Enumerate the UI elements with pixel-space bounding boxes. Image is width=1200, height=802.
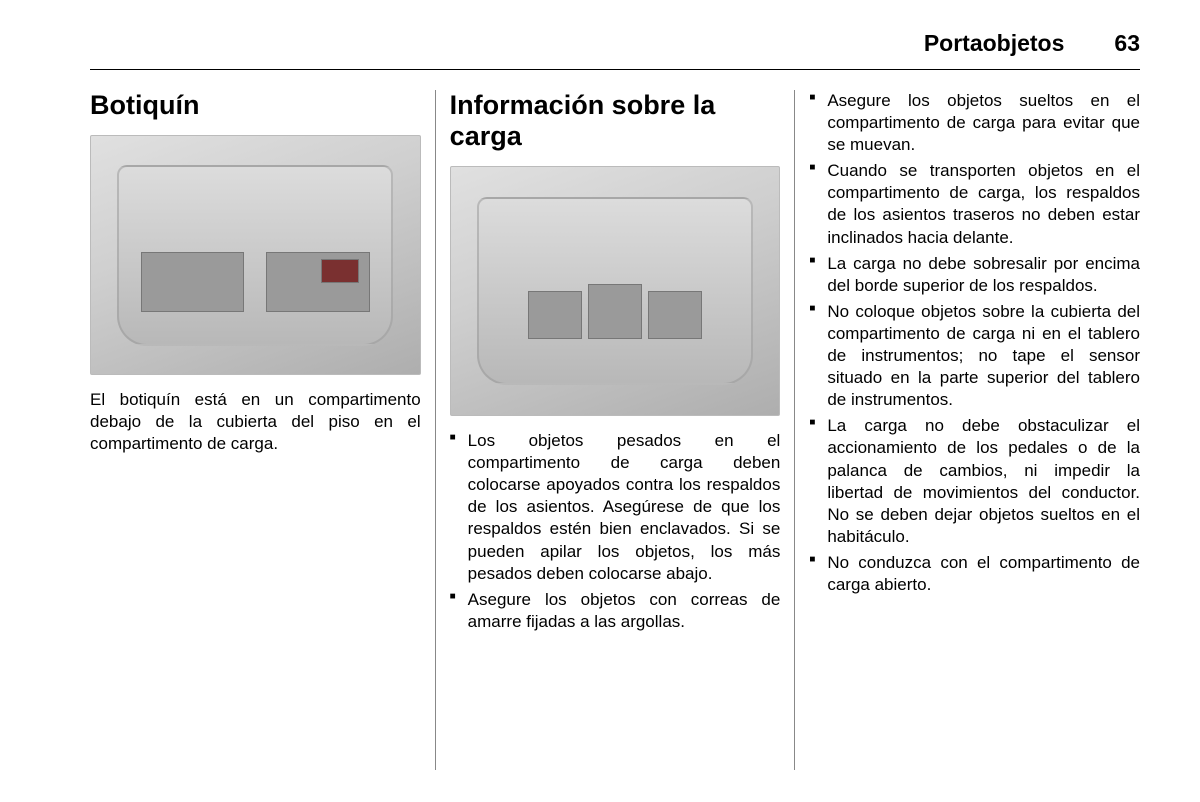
list-item: Cuando se transporten objetos en el comp… (809, 160, 1140, 248)
section-title-botiquin: Botiquín (90, 90, 421, 121)
content-columns: Botiquín El botiquín está en un comparti… (90, 90, 1140, 770)
page-header: Portaobjetos 63 (90, 30, 1140, 70)
header-page-number: 63 (1114, 30, 1140, 57)
image-placeholder-inner (117, 165, 393, 346)
image-placeholder-inner (477, 197, 753, 386)
image-trunk-cargo (450, 166, 781, 416)
column-3: Asegure los objetos sueltos en el compar… (794, 90, 1140, 770)
list-item: No conduzca con el compartimento de carg… (809, 552, 1140, 596)
list-item: Asegure los objetos sueltos en el compar… (809, 90, 1140, 156)
image-shape (648, 291, 702, 339)
bullet-list-col3: Asegure los objetos sueltos en el compar… (809, 90, 1140, 596)
column-1: Botiquín El botiquín está en un comparti… (90, 90, 435, 770)
header-section-title: Portaobjetos (924, 30, 1065, 57)
image-shape (528, 291, 582, 339)
image-shape (141, 252, 244, 312)
image-shape (588, 284, 642, 339)
section-title-carga: Información sobre la carga (450, 90, 781, 152)
firstaid-icon (321, 259, 359, 284)
caption-botiquin: El botiquín está en un compartimento deb… (90, 389, 421, 455)
column-2: Información sobre la carga Los objetos p… (435, 90, 795, 770)
list-item: Asegure los objetos con correas de amarr… (450, 589, 781, 633)
list-item: Los objetos pesados en el compartimento … (450, 430, 781, 585)
bullet-list-col2: Los objetos pesados en el compartimento … (450, 430, 781, 633)
list-item: La carga no debe obstaculizar el acciona… (809, 415, 1140, 548)
list-item: No coloque objetos sobre la cubierta del… (809, 301, 1140, 411)
image-trunk-firstaid (90, 135, 421, 375)
list-item: La carga no debe sobresalir por encima d… (809, 253, 1140, 297)
